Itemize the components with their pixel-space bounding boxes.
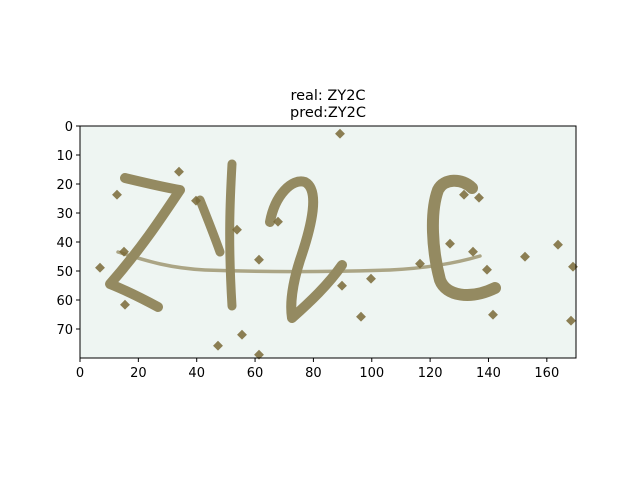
glyph-2 bbox=[265, 176, 347, 323]
title-real: real: ZY2C bbox=[290, 88, 365, 104]
x-tick-label: 20 bbox=[130, 366, 147, 381]
x-tick-label: 40 bbox=[188, 366, 205, 381]
title-pred: pred:ZY2C bbox=[290, 105, 366, 121]
glyph-z bbox=[105, 173, 185, 312]
x-tick-label: 80 bbox=[305, 366, 322, 381]
y-tick-label: 60 bbox=[56, 294, 73, 309]
x-tick-label: 140 bbox=[476, 366, 501, 381]
x-tick-label: 120 bbox=[418, 366, 443, 381]
captcha-image-background bbox=[80, 126, 576, 358]
y-tick-label: 30 bbox=[56, 207, 73, 222]
y-tick-label: 10 bbox=[56, 149, 73, 164]
glyph-y bbox=[195, 159, 237, 311]
glyph-c bbox=[426, 174, 501, 301]
x-tick-label: 160 bbox=[534, 366, 559, 381]
x-tick-label: 0 bbox=[76, 366, 84, 381]
y-tick-label: 0 bbox=[65, 120, 73, 135]
x-axis-ticks: 0 20 40 60 80 100 120 140 160 bbox=[76, 358, 559, 381]
x-tick-label: 100 bbox=[359, 366, 384, 381]
y-tick-label: 50 bbox=[56, 265, 73, 280]
y-axis-ticks: 0 10 20 30 40 50 60 70 bbox=[56, 120, 80, 338]
y-tick-label: 20 bbox=[56, 178, 73, 193]
y-tick-label: 70 bbox=[56, 323, 73, 338]
y-tick-label: 40 bbox=[56, 236, 73, 251]
captcha-image bbox=[105, 159, 501, 323]
x-tick-label: 60 bbox=[247, 366, 264, 381]
noise-marks bbox=[95, 128, 578, 360]
